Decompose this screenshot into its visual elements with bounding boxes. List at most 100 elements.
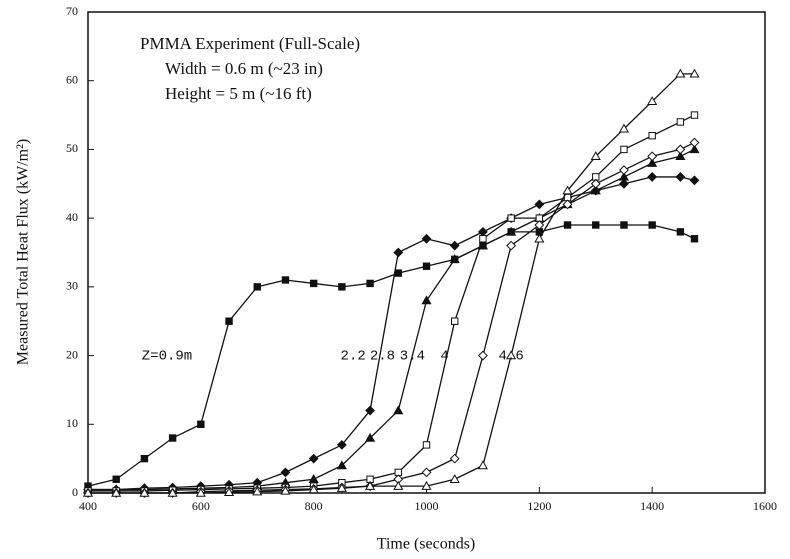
marker — [421, 295, 432, 305]
marker — [449, 240, 460, 251]
marker — [562, 199, 573, 210]
marker — [225, 317, 233, 325]
marker — [689, 137, 700, 148]
y-tick-label: 10 — [66, 416, 78, 430]
series-label: 2.8 — [370, 348, 395, 364]
marker — [690, 235, 699, 243]
x-tick-label: 800 — [305, 499, 323, 513]
marker — [592, 221, 600, 229]
marker — [647, 172, 658, 182]
x-tick-label: 1000 — [415, 499, 439, 513]
marker — [648, 131, 656, 140]
marker — [590, 178, 601, 189]
marker — [507, 214, 515, 222]
annotation: Width = 0.6 m (~23 in) — [165, 59, 323, 78]
y-tick-label: 0 — [72, 485, 78, 499]
marker — [309, 279, 318, 288]
marker — [647, 96, 658, 106]
marker — [139, 487, 150, 497]
marker — [689, 68, 700, 78]
marker — [308, 484, 319, 494]
marker — [366, 279, 374, 288]
marker — [477, 460, 488, 470]
marker — [422, 441, 431, 449]
marker — [689, 175, 700, 186]
series-label: 4 — [440, 348, 448, 364]
marker — [280, 467, 291, 478]
marker — [168, 434, 177, 442]
marker — [280, 485, 291, 495]
marker — [421, 480, 432, 490]
marker — [253, 283, 261, 291]
marker — [590, 151, 601, 160]
marker — [197, 420, 205, 428]
x-tick-label: 1400 — [640, 499, 664, 513]
marker — [365, 480, 376, 490]
marker — [195, 487, 206, 497]
marker — [479, 235, 487, 243]
marker — [449, 474, 460, 483]
marker — [675, 144, 686, 155]
series-label: Z=0.9m — [142, 348, 192, 364]
marker — [647, 157, 658, 167]
marker — [676, 228, 685, 236]
marker — [308, 474, 319, 483]
series-line — [88, 73, 695, 494]
x-tick-label: 1600 — [753, 499, 777, 513]
marker — [563, 221, 572, 229]
marker — [534, 233, 545, 243]
marker — [252, 486, 263, 496]
marker — [449, 453, 460, 464]
series-label: 3.4 — [400, 348, 425, 364]
marker — [421, 233, 432, 244]
marker — [112, 475, 120, 483]
marker — [393, 405, 404, 415]
marker — [619, 165, 629, 175]
marker — [451, 317, 459, 325]
series-line — [88, 148, 695, 491]
marker — [223, 487, 235, 497]
marker — [167, 487, 178, 497]
x-tick-label: 400 — [79, 499, 97, 513]
x-axis-label: Time (seconds) — [377, 536, 476, 553]
y-tick-label: 50 — [66, 141, 78, 155]
x-tick-label: 600 — [192, 499, 210, 513]
marker — [394, 269, 402, 277]
marker — [618, 123, 630, 133]
marker — [111, 487, 122, 497]
marker — [618, 171, 630, 181]
marker — [620, 221, 628, 229]
marker — [590, 185, 601, 195]
annotation: Height = 5 m (~16 ft) — [165, 84, 312, 103]
marker — [336, 439, 347, 450]
marker — [478, 226, 488, 237]
marker — [506, 226, 517, 236]
marker — [562, 185, 573, 195]
marker — [675, 68, 686, 78]
y-tick-label: 20 — [66, 347, 78, 361]
marker — [422, 262, 431, 270]
marker — [478, 350, 488, 361]
marker — [308, 453, 319, 464]
marker — [393, 480, 404, 490]
marker — [620, 145, 628, 154]
marker — [534, 199, 545, 210]
series-line — [88, 141, 695, 494]
marker — [281, 276, 290, 284]
marker — [421, 467, 432, 478]
marker — [506, 350, 517, 360]
x-tick-label: 1200 — [527, 499, 551, 513]
y-tick-label: 40 — [66, 210, 78, 224]
y-tick-label: 70 — [66, 4, 78, 18]
marker — [336, 482, 347, 492]
marker — [676, 118, 685, 126]
marker — [534, 220, 545, 230]
series-label: 4.6 — [499, 348, 524, 364]
marker — [393, 247, 404, 258]
marker — [619, 178, 629, 189]
marker — [336, 460, 347, 470]
series-line — [88, 176, 695, 491]
annotation: PMMA Experiment (Full-Scale) — [140, 34, 360, 53]
y-axis-label: Measured Total Heat Flux (kW/m²) — [15, 139, 32, 365]
